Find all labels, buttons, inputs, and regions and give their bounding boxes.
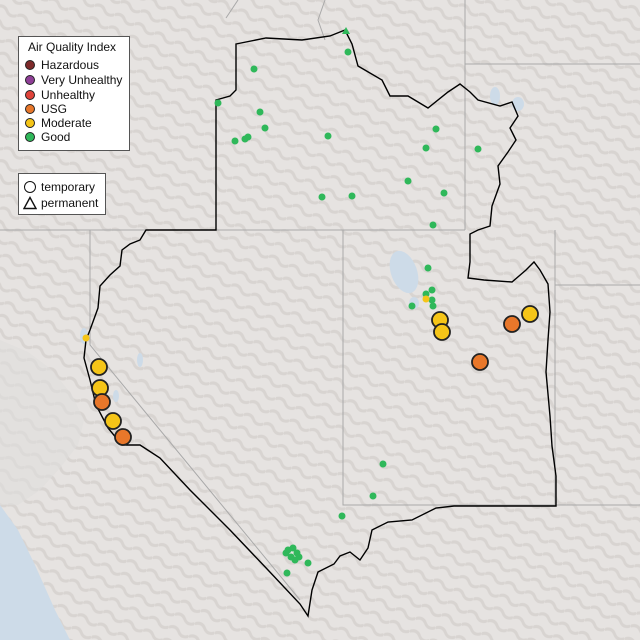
good-monitor xyxy=(369,492,377,500)
usg-monitor xyxy=(503,315,521,333)
moderate-monitor xyxy=(104,412,122,430)
good-monitor xyxy=(379,460,387,468)
good-monitor xyxy=(250,65,258,73)
good-monitor xyxy=(429,221,437,229)
good-monitor xyxy=(289,544,297,552)
bear-lake xyxy=(490,87,500,105)
state-lines xyxy=(0,0,640,601)
lake-tahoe xyxy=(113,390,119,402)
good-monitor xyxy=(422,144,430,152)
moderate-monitor-small xyxy=(82,334,90,342)
legend-item-hazardous: Hazardous xyxy=(23,58,99,72)
moderate-monitor xyxy=(521,305,539,323)
good-monitor xyxy=(429,302,437,310)
aqi-legend: Air Quality Index Hazardous Very Unhealt… xyxy=(18,36,130,151)
good-monitor xyxy=(324,132,332,140)
good-monitor xyxy=(344,48,352,56)
temporary-monitors xyxy=(90,305,539,446)
moderate-monitor xyxy=(433,323,451,341)
unhealthy-swatch-icon xyxy=(25,90,35,100)
legend-item-moderate: Moderate xyxy=(23,116,92,130)
moderate-swatch-icon xyxy=(25,118,35,128)
good-monitors xyxy=(214,48,482,577)
ocean xyxy=(0,505,70,640)
good-monitor xyxy=(261,124,269,132)
monitor-type-legend: temporary permanent xyxy=(18,173,106,215)
good-monitor xyxy=(432,125,440,133)
good-swatch-icon xyxy=(25,132,35,142)
good-monitor xyxy=(304,559,312,567)
region-boundary xyxy=(83,29,557,618)
good-monitor xyxy=(424,264,432,272)
legend-label: temporary xyxy=(41,180,96,194)
triangle-icon xyxy=(23,196,37,210)
legend-item-usg: USG xyxy=(23,102,67,116)
good-monitor xyxy=(474,145,482,153)
usg-monitor xyxy=(93,393,111,411)
legend-label: permanent xyxy=(41,196,99,210)
good-monitor xyxy=(231,137,239,145)
moderate-monitor xyxy=(90,358,108,376)
usg-monitor xyxy=(471,353,489,371)
ocean-coast-north xyxy=(0,340,84,505)
good-monitor xyxy=(428,296,436,304)
good-monitor xyxy=(408,302,416,310)
moderate-monitor-small xyxy=(422,295,430,303)
good-monitor xyxy=(440,189,448,197)
legend-title: Air Quality Index xyxy=(28,40,117,54)
good-monitor xyxy=(244,133,252,141)
good-monitor xyxy=(318,193,326,201)
legend-item-unhealthy: Unhealthy xyxy=(23,88,95,102)
good-monitor xyxy=(404,177,412,185)
usg-swatch-icon xyxy=(25,104,35,114)
legend-item-permanent: permanent xyxy=(23,196,98,210)
good-monitor xyxy=(348,192,356,200)
usg-monitor xyxy=(114,428,132,446)
good-monitor xyxy=(338,512,346,520)
legend-label: Hazardous xyxy=(41,58,100,72)
good-permanent-monitor xyxy=(342,27,350,34)
legend-label: Unhealthy xyxy=(41,88,96,102)
legend-item-good: Good xyxy=(23,130,70,144)
legend-label: Moderate xyxy=(41,116,92,130)
legend-label: Good xyxy=(41,130,71,144)
pyramid-lake xyxy=(137,353,143,367)
good-monitor xyxy=(282,549,290,557)
hazardous-swatch-icon xyxy=(25,60,35,70)
good-monitor xyxy=(214,99,222,107)
good-monitor xyxy=(256,108,264,116)
legend-label: USG xyxy=(41,102,68,116)
good-monitor xyxy=(422,290,430,298)
circle-icon xyxy=(24,181,36,193)
great-salt-lake xyxy=(389,250,419,294)
legend-item-temporary: temporary xyxy=(23,180,95,194)
good-monitor xyxy=(283,569,291,577)
legend-label: Very Unhealthy xyxy=(41,73,123,87)
good-monitor xyxy=(428,286,436,294)
legend-item-very-unhealthy: Very Unhealthy xyxy=(23,73,122,87)
yellowstone-lake xyxy=(512,97,524,111)
good-monitor xyxy=(295,553,303,561)
very-unhealthy-swatch-icon xyxy=(25,75,35,85)
